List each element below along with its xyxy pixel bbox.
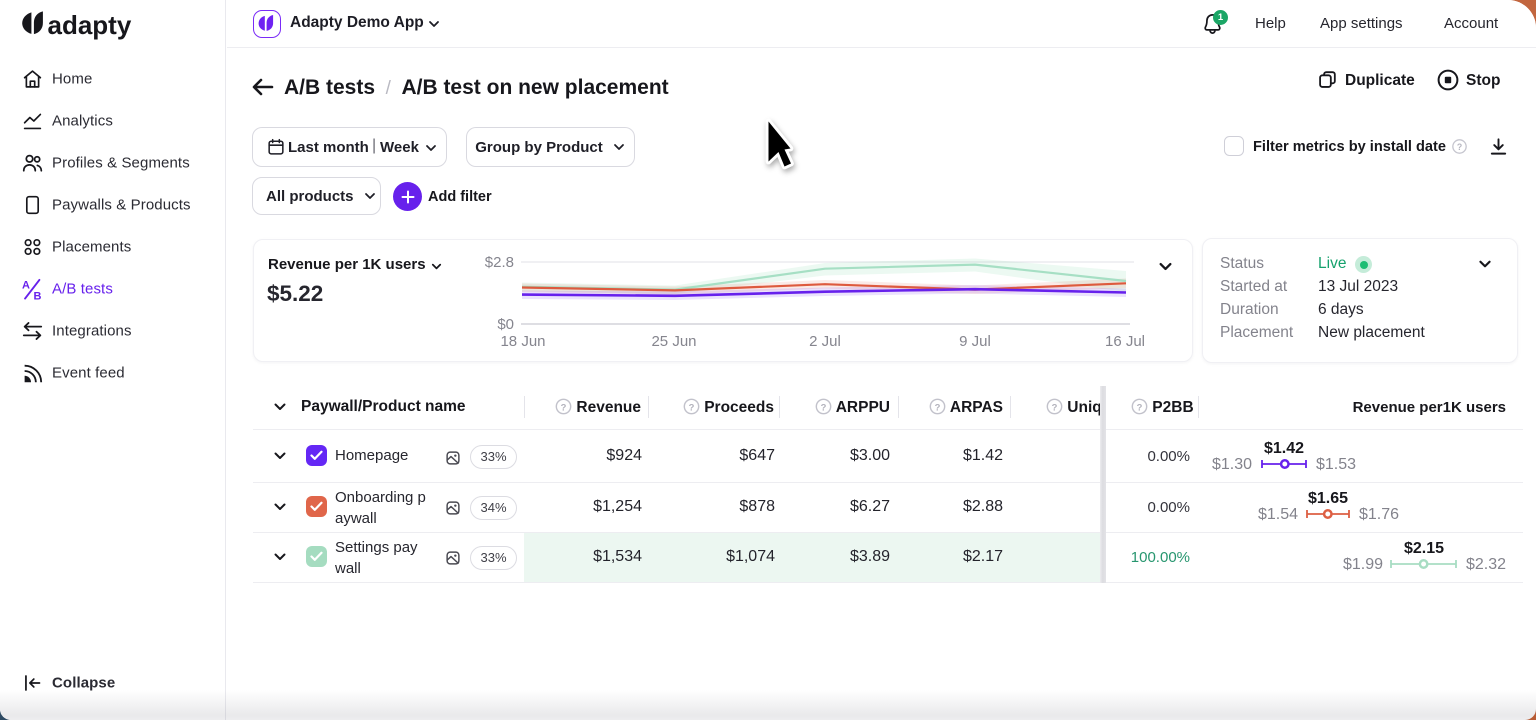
svg-text:?: ? <box>1137 402 1143 413</box>
svg-text:?: ? <box>561 402 567 413</box>
svg-text:?: ? <box>935 402 941 413</box>
svg-text:?: ? <box>1052 402 1058 413</box>
svg-text:B: B <box>33 291 41 300</box>
svg-text:?: ? <box>1457 142 1462 152</box>
svg-text:adapty: adapty <box>48 11 132 40</box>
svg-text:?: ? <box>689 402 695 413</box>
svg-text:A: A <box>22 280 30 292</box>
svg-text:?: ? <box>821 402 827 413</box>
